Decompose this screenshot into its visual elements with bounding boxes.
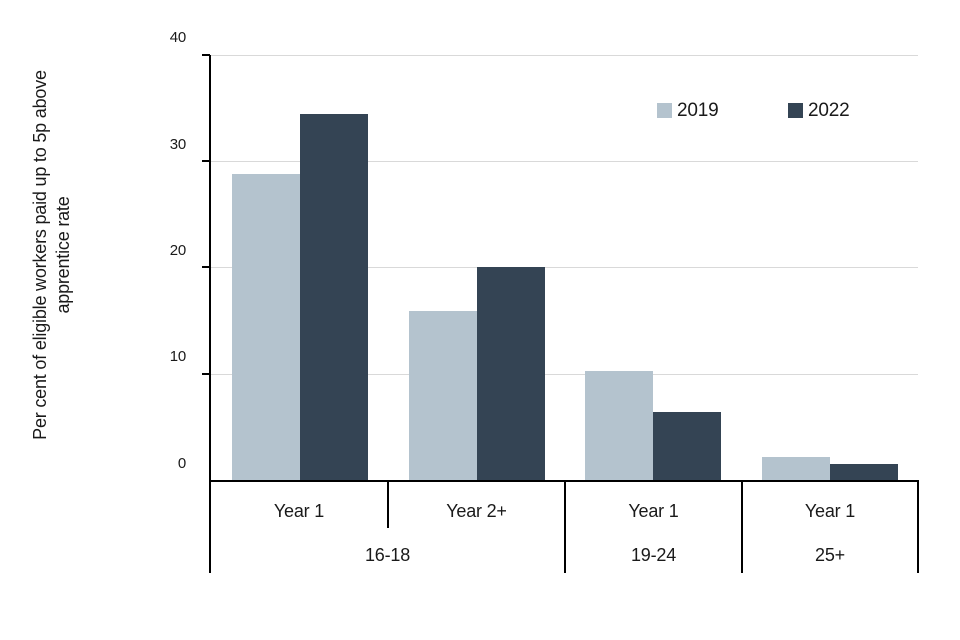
legend-item-2022: 2022 [788, 100, 850, 121]
y-axis-title: Per cent of eligible workers paid up to … [29, 40, 75, 470]
age-group-label-25: 25+ [815, 545, 845, 565]
y-axis-line [209, 55, 211, 573]
age-group-label-19-24: 19-24 [630, 545, 677, 565]
gridline-30 [210, 161, 918, 162]
bar-2022-16-18-year1 [300, 113, 368, 481]
bar-2022-25+-year1 [830, 463, 898, 481]
category-label-year1-1618: Year 1 [273, 501, 325, 521]
bar-2019-19-24-year1 [585, 371, 653, 481]
legend-swatch-2022 [788, 103, 803, 118]
bar-2022-16-18-year2+ [477, 266, 545, 481]
y-tick-10 [202, 373, 210, 375]
category-label-year2-1618: Year 2+ [446, 501, 507, 521]
category-label-year1-1924: Year 1 [628, 501, 679, 521]
y-tick-label-10: 10 [169, 348, 186, 365]
category-divider-1924-25 [741, 481, 743, 573]
legend-label-2022: 2022 [808, 100, 850, 121]
bar-2019-25+-year1 [762, 456, 830, 481]
gridline-40 [210, 55, 918, 56]
y-tick-30 [202, 160, 210, 162]
y-tick-label-0: 0 [177, 455, 186, 472]
gridline-20 [210, 267, 918, 268]
category-divider-1618-1924 [564, 481, 566, 573]
legend-swatch-2019 [657, 103, 672, 118]
y-axis-title-line1: Per cent of eligible workers paid up to … [30, 70, 50, 440]
y-axis-title-line2: apprentice rate [53, 196, 73, 314]
category-label-year1-25: Year 1 [804, 501, 856, 521]
bar-2022-19-24-year1 [653, 411, 721, 481]
gridline-10 [210, 374, 918, 375]
y-tick-label-30: 30 [169, 136, 186, 153]
category-divider-right-edge [917, 481, 919, 573]
legend-item-2019: 2019 [657, 100, 719, 121]
category-divider-year1-year2 [387, 481, 389, 528]
y-tick-40 [202, 54, 210, 56]
bar-2019-16-18-year1 [232, 174, 300, 481]
y-tick-label-20: 20 [169, 242, 186, 259]
y-tick-20 [202, 266, 210, 268]
bar-2019-16-18-year2+ [409, 310, 477, 481]
legend-label-2019: 2019 [677, 100, 719, 121]
y-tick-label-40: 40 [169, 29, 186, 46]
age-group-label-16-18: 16-18 [364, 545, 411, 565]
